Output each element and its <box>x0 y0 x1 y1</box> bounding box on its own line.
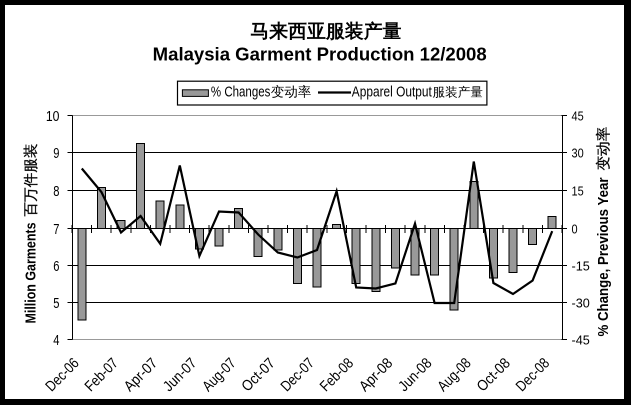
svg-text:Million Garments: Million Garments <box>24 223 40 324</box>
svg-text:Malaysia Garment Production 12: Malaysia Garment Production 12/2008 <box>153 44 487 65</box>
svg-text:5: 5 <box>53 295 59 312</box>
svg-text:Apparel Output: Apparel Output <box>352 84 432 100</box>
svg-text:-30: -30 <box>572 295 590 310</box>
svg-text:-15: -15 <box>572 258 590 273</box>
svg-text:45: 45 <box>572 108 584 123</box>
svg-text:0: 0 <box>572 221 578 236</box>
svg-text:4: 4 <box>53 332 59 349</box>
svg-text:9: 9 <box>53 145 59 162</box>
svg-text:% Change, Previous Year: % Change, Previous Year <box>596 177 612 336</box>
svg-text:30: 30 <box>572 145 584 160</box>
svg-text:-45: -45 <box>572 332 590 347</box>
svg-text:% Changes: % Changes <box>211 84 271 100</box>
svg-text:7: 7 <box>53 221 59 238</box>
svg-text:6: 6 <box>53 258 59 275</box>
svg-text:10: 10 <box>46 108 60 125</box>
svg-text:15: 15 <box>572 183 584 198</box>
svg-text:8: 8 <box>53 183 59 200</box>
